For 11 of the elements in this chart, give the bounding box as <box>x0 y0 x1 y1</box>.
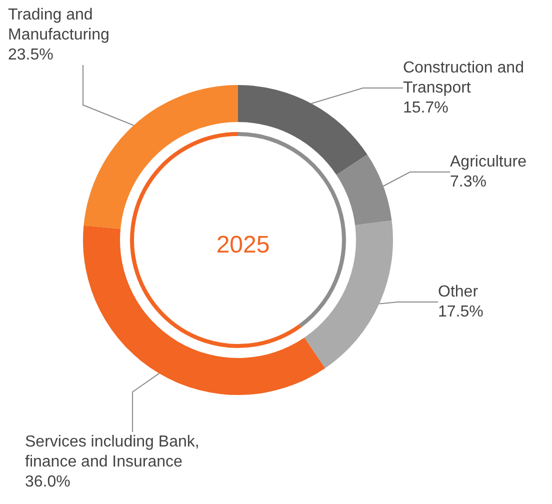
slice-label: Trading and Manufacturing <box>8 6 110 44</box>
data-label: 7.3% <box>450 174 486 190</box>
data-label: 15.7% <box>403 100 448 116</box>
text: 2025 <box>216 232 270 258</box>
slice-label: Agriculture <box>450 154 527 170</box>
data-label: 36.0% <box>25 474 70 490</box>
slice-label: Other <box>438 284 479 300</box>
data-label: 17.5% <box>438 304 484 320</box>
data-label: 23.5% <box>8 46 54 64</box>
slice-label: Services including Bank, finance and Insurance <box>25 434 204 470</box>
slice-label: Construction and Transport <box>403 60 528 96</box>
